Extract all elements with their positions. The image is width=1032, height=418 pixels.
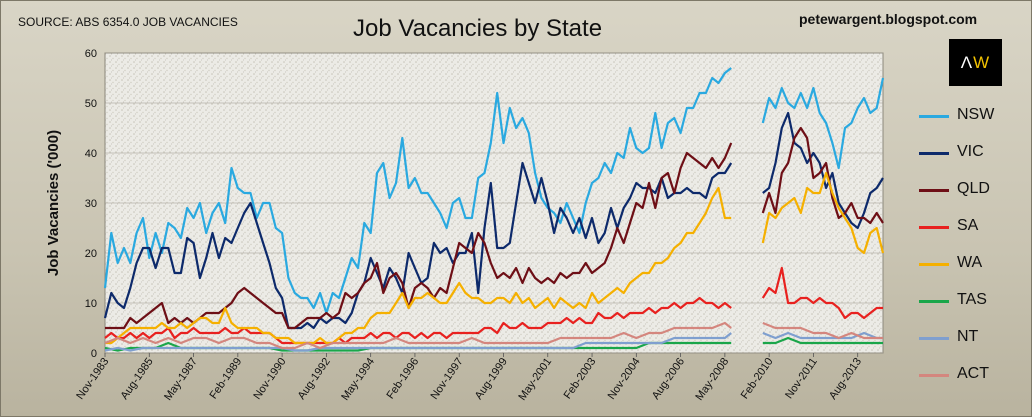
y-tick-label: 0 (91, 348, 97, 360)
y-tick-label: 60 (85, 48, 97, 60)
blog-url[interactable]: petewargent.blogspot.com (799, 11, 978, 27)
series-line-vic (103, 161, 733, 330)
x-tick-label: Nov-2011 (783, 356, 820, 401)
x-tick-label: Feb-1989 (207, 356, 244, 401)
x-tick-label: Nov-2004 (606, 356, 643, 402)
legend-label: TAS (957, 291, 987, 308)
legend-label: VIC (957, 143, 984, 160)
x-axis: Nov-1983 Aug-1985 May-1987 Feb-1989 Nov-1990… (74, 353, 864, 403)
x-tick-label: May-1987 (162, 356, 200, 403)
aw-logo: Λ W (949, 39, 1002, 86)
series-line-nt (104, 332, 732, 352)
series-line-act (762, 321, 883, 340)
series-line-qld (105, 142, 733, 330)
x-tick-label: Feb-1996 (385, 356, 422, 401)
x-tick-label: Nov-1983 (74, 356, 111, 402)
y-tick-label: 20 (85, 248, 97, 260)
legend-swatch (919, 189, 949, 192)
series-line-vic (762, 111, 884, 230)
x-tick-label: Nov-1990 (251, 356, 288, 402)
gridlines (105, 52, 883, 354)
series-line-nsw (761, 77, 885, 170)
x-tick-label: Feb-2003 (562, 356, 599, 401)
x-tick-label: Aug-1985 (119, 356, 156, 402)
x-tick-label: Nov-1997 (428, 356, 465, 402)
x-tick-label: Aug-2013 (827, 356, 864, 402)
legend-label: SA (957, 217, 979, 234)
series-line-wa (761, 171, 885, 255)
legend-item-nt: NT (919, 323, 1029, 360)
x-tick-label: Aug-1992 (296, 356, 333, 402)
legend-swatch (919, 374, 949, 377)
legend-item-nsw: NSW (919, 101, 1029, 138)
x-tick-label: May-2001 (516, 356, 554, 403)
legend-swatch (919, 115, 949, 118)
legend-label: NT (957, 328, 979, 345)
y-axis-label: Job Vacancies ('000) (45, 130, 62, 276)
legend-label: QLD (957, 180, 990, 197)
legend-label: ACT (957, 365, 989, 382)
y-tick-label: 30 (85, 198, 97, 210)
legend-swatch (919, 263, 949, 266)
series-line-qld (761, 126, 884, 225)
legend-label: WA (957, 254, 983, 271)
legend: NSW VIC QLD SA WA TAS NT ACT (919, 101, 1029, 397)
legend-swatch (919, 300, 949, 303)
legend-swatch (919, 226, 949, 229)
series-line-nt (762, 331, 883, 340)
legend-item-qld: QLD (919, 175, 1029, 212)
y-tick-label: 50 (85, 98, 97, 110)
logo-left-letter: Λ (960, 52, 974, 72)
x-tick-label: May-1994 (339, 356, 377, 403)
logo-right-letter: W (973, 52, 991, 72)
source-note: SOURCE: ABS 6354.0 JOB VACANCIES (18, 15, 238, 29)
series-line-sa (104, 296, 732, 345)
series-line-wa (105, 186, 732, 345)
legend-swatch (919, 152, 949, 155)
x-tick-label: Feb-2010 (739, 356, 776, 401)
y-tick-label: 40 (85, 148, 97, 160)
legend-swatch (919, 337, 949, 340)
legend-item-vic: VIC (919, 138, 1029, 175)
x-tick-label: Aug-1999 (473, 356, 510, 402)
series-line-nsw (103, 67, 732, 315)
series-line-act (104, 321, 732, 350)
legend-item-wa: WA (919, 249, 1029, 286)
legend-item-act: ACT (919, 360, 1029, 397)
series-line-sa (761, 266, 883, 320)
x-tick-label: May-2008 (693, 356, 731, 403)
series-lines (103, 67, 885, 352)
series-line-tas (762, 336, 883, 345)
chart-title: Job Vacancies by State (353, 15, 603, 42)
legend-item-tas: TAS (919, 286, 1029, 323)
legend-label: NSW (957, 106, 995, 123)
y-tick-label: 10 (85, 298, 97, 310)
y-axis: 0 10 20 30 40 50 60 (85, 48, 97, 360)
x-tick-label: Aug-2006 (650, 356, 687, 402)
legend-item-sa: SA (919, 212, 1029, 249)
